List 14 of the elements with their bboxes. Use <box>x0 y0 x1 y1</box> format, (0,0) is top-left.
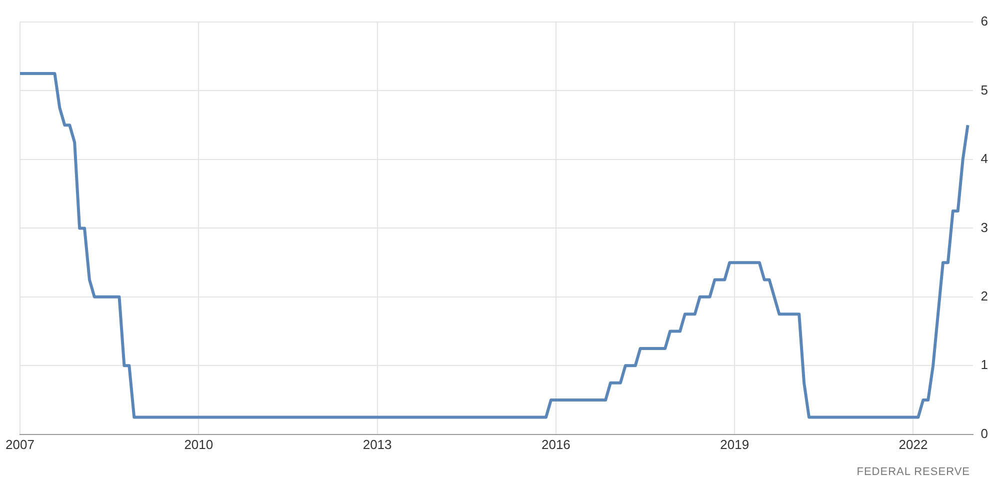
x-tick-label: 2013 <box>362 436 392 452</box>
x-tick-label: 2007 <box>6 436 34 452</box>
y-tick-label: 4 <box>980 151 988 166</box>
x-tick-label: 2022 <box>898 436 928 452</box>
y-tick-label: 6 <box>980 14 988 29</box>
x-tick-label: 2019 <box>720 436 750 452</box>
text: FEDERAL RESERVE <box>856 466 970 478</box>
y-tick-label: 5 <box>980 82 988 98</box>
y-tick-label: 0 <box>980 426 988 441</box>
y-tick-label: 3 <box>980 220 988 235</box>
y-tick-label: 1 <box>980 357 988 372</box>
x-tick-label: 2010 <box>184 436 214 452</box>
x-tick-label: 2016 <box>541 436 570 452</box>
y-tick-label: 2 <box>980 288 988 304</box>
